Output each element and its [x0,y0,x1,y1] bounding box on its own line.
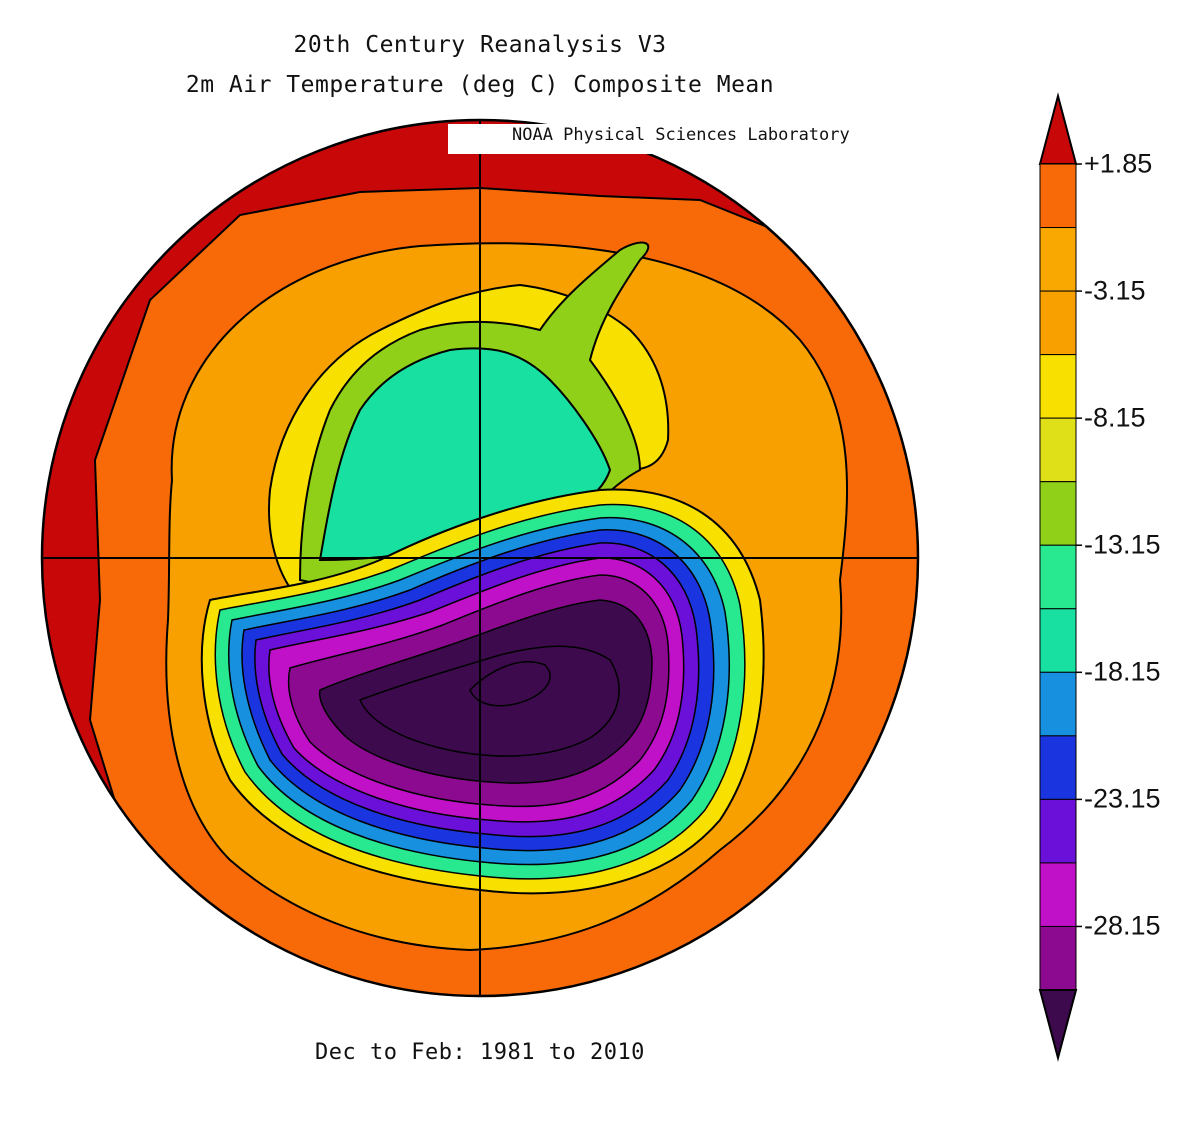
band-darkest [318,599,653,784]
colorbar-bin [1039,608,1077,673]
colorbar-tick-label: -18.15 [1084,656,1161,687]
colorbar-tick-label: -3.15 [1084,275,1146,306]
colorbar-bin [1039,862,1077,927]
colorbar-tick-label: -8.15 [1084,402,1146,433]
colorbar-bin [1039,735,1077,800]
source-label-box [448,124,924,154]
colorbar-top-arrow [1038,92,1078,165]
map-disk [42,120,918,996]
colorbar-tick-label: +1.85 [1084,148,1153,179]
map-subtitle: 2m Air Temperature (deg C) Composite Mea… [185,72,775,98]
colorbar-bin [1039,481,1077,546]
colorbar-tick-label: -23.15 [1084,783,1161,814]
date-range-label: Dec to Feb: 1981 to 2010 [315,1040,645,1065]
colorbar-bin [1039,544,1077,610]
colorbar-bin [1039,925,1077,991]
colorbar-bin [1039,671,1077,737]
colorbar-bin [1039,798,1077,864]
colorbar-bin [1039,227,1077,292]
colorbar-bin [1039,417,1077,483]
colorbar-bin [1039,354,1077,419]
colorbar [1038,92,1082,1062]
colorbar-bin [1039,290,1077,356]
map-title: 20th Century Reanalysis V3 [293,32,667,58]
colorbar-tick-label: -28.15 [1084,910,1161,941]
contour-inner [358,645,620,757]
source-label: NOAA Physical Sciences Laboratory [512,125,850,145]
colorbar-tick-label: -13.15 [1084,529,1161,560]
map-boundary [40,118,920,998]
colorbar-bottom-arrow [1038,989,1078,1062]
colorbar-bin [1039,163,1077,229]
contour-core [469,661,551,707]
